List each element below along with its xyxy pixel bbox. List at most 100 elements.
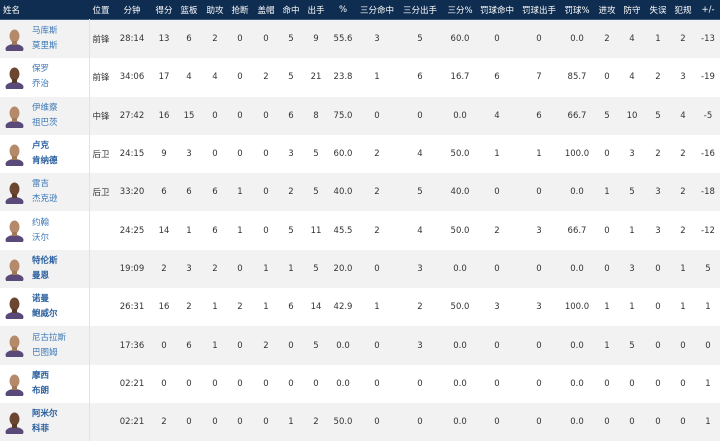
stat-fga: 8	[313, 110, 319, 121]
player-first-name[interactable]: 摩西	[32, 370, 50, 381]
stat-steals: 0	[237, 72, 243, 83]
player-name-link[interactable]: 约翰 沃尔	[32, 211, 49, 249]
player-last-name[interactable]: 科菲	[32, 424, 50, 435]
stat-3pm: 2	[374, 187, 380, 198]
stat-fouls: 0	[680, 378, 686, 389]
player-last-name[interactable]: 杰克逊	[32, 194, 58, 205]
header-steals[interactable]: 抢断	[231, 5, 249, 16]
player-name-link[interactable]: 尼古拉斯 巴图姆	[32, 326, 66, 364]
stat-fgm: 2	[288, 187, 294, 198]
header-ftm[interactable]: 罚球命中	[479, 5, 514, 16]
header-dreb[interactable]: 防守	[623, 5, 641, 16]
player-avatar[interactable]	[5, 218, 24, 246]
stat-ft-pct: 100.0	[564, 302, 590, 313]
player-last-name[interactable]: 鲍威尔	[32, 309, 58, 320]
player-last-name[interactable]: 布朗	[32, 385, 50, 396]
header-position[interactable]: 位置	[92, 5, 110, 16]
header-blocks[interactable]: 盖帽	[257, 5, 275, 16]
header-assists[interactable]: 助攻	[206, 5, 224, 16]
header-plus-minus[interactable]: +/-	[701, 4, 715, 15]
stat-rebounds: 6	[186, 187, 192, 198]
player-first-name[interactable]: 约翰	[32, 217, 50, 228]
stat-fta: 7	[536, 72, 542, 83]
player-last-name[interactable]: 沃尔	[32, 232, 50, 243]
stat-turnovers: 0	[655, 302, 661, 313]
player-first-name[interactable]: 卢克	[32, 141, 50, 152]
player-avatar[interactable]	[5, 180, 24, 208]
header-fga[interactable]: 出手	[307, 5, 325, 16]
player-first-name[interactable]: 阿米尔	[32, 409, 58, 420]
player-avatar[interactable]	[5, 410, 24, 437]
stat-ft-pct: 0.0	[570, 340, 584, 351]
player-name-link[interactable]: 诺曼 鲍威尔	[32, 288, 58, 326]
player-first-name[interactable]: 伊维察	[32, 102, 58, 113]
header-turnovers[interactable]: 失误	[649, 5, 667, 16]
player-first-name[interactable]: 特伦斯	[32, 255, 58, 266]
player-avatar[interactable]	[5, 295, 24, 323]
stat-dreb: 1	[629, 225, 635, 236]
player-first-name[interactable]: 尼古拉斯	[32, 332, 67, 343]
stat-minutes: 34:06	[119, 72, 145, 83]
player-avatar[interactable]	[5, 104, 24, 131]
player-last-name[interactable]: 莫里斯	[32, 41, 58, 52]
player-last-name[interactable]: 曼恩	[32, 270, 50, 281]
stat-fouls: 0	[680, 340, 686, 351]
stat-ftm: 0	[494, 187, 500, 198]
player-name-link[interactable]: 伊维察 祖巴茨	[32, 97, 58, 135]
stat-oreb: 1	[604, 340, 610, 351]
header-3pm[interactable]: 三分命中	[359, 5, 394, 16]
player-first-name[interactable]: 雷吉	[32, 179, 50, 190]
header-3pa[interactable]: 三分出手	[402, 5, 437, 16]
player-avatar[interactable]	[5, 27, 24, 54]
stat-3p-pct: 0.0	[453, 378, 467, 389]
player-avatar[interactable]	[5, 65, 24, 93]
stat-steals: 0	[237, 110, 243, 121]
stat-assists: 1	[212, 340, 218, 351]
player-last-name[interactable]: 乔治	[32, 79, 50, 90]
stat-turnovers: 3	[655, 225, 661, 236]
stat-fga: 5	[313, 149, 319, 160]
player-name-link[interactable]: 摩西 布朗	[32, 365, 49, 403]
stat-plus-minus: 5	[705, 263, 711, 274]
header-fg-pct[interactable]: %	[338, 4, 348, 15]
player-name-link[interactable]: 雷吉 杰克逊	[32, 173, 58, 211]
player-last-name[interactable]: 肯纳德	[32, 156, 58, 167]
player-avatar[interactable]	[5, 372, 24, 399]
header-points[interactable]: 得分	[155, 5, 173, 16]
player-name-link[interactable]: 保罗 乔治	[32, 58, 49, 96]
header-minutes[interactable]: 分钟	[123, 5, 141, 16]
player-name-link[interactable]: 马库斯 莫里斯	[32, 20, 58, 58]
stat-fgm: 0	[288, 378, 294, 389]
player-name-link[interactable]: 特伦斯 曼恩	[32, 250, 58, 288]
stat-fgm: 1	[288, 417, 294, 428]
stat-blocks: 0	[263, 378, 269, 389]
stat-fg-pct: 45.5	[333, 225, 353, 236]
player-last-name[interactable]: 巴图姆	[32, 347, 58, 358]
header-name[interactable]: 姓名	[3, 5, 21, 16]
player-avatar[interactable]	[5, 257, 24, 284]
header-rebounds[interactable]: 篮板	[180, 5, 198, 16]
stat-fgm: 3	[288, 149, 294, 160]
player-avatar[interactable]	[5, 142, 24, 169]
player-name-link[interactable]: 卢克 肯纳德	[32, 135, 58, 173]
header-fgm[interactable]: 命中	[282, 5, 300, 16]
stat-fta: 0	[536, 378, 542, 389]
stat-minutes: 33:20	[119, 187, 145, 198]
stat-rebounds: 15	[183, 110, 195, 121]
stat-blocks: 0	[263, 34, 269, 45]
stat-3pa: 0	[417, 110, 423, 121]
player-last-name[interactable]: 祖巴茨	[32, 117, 58, 128]
stat-steals: 0	[237, 149, 243, 160]
header-fta[interactable]: 罚球出手	[521, 5, 556, 16]
header-3p-pct[interactable]: 三分%	[447, 5, 473, 16]
player-first-name[interactable]: 保罗	[32, 64, 50, 75]
header-oreb[interactable]: 进攻	[598, 5, 616, 16]
stat-fouls: 3	[680, 72, 686, 83]
player-first-name[interactable]: 诺曼	[32, 294, 50, 305]
player-avatar[interactable]	[5, 333, 24, 361]
player-name-link[interactable]: 阿米尔 科菲	[32, 403, 58, 441]
header-ft-pct[interactable]: 罚球%	[564, 5, 590, 16]
player-first-name[interactable]: 马库斯	[32, 26, 58, 37]
header-fouls[interactable]: 犯规	[674, 5, 692, 16]
table-row: 雷吉 杰克逊 后卫 33:20 6 6 6 1 0 2 5 40.0 2 5 40.0 0 0 0.0 1 5 3 2 -1…	[0, 173, 720, 212]
